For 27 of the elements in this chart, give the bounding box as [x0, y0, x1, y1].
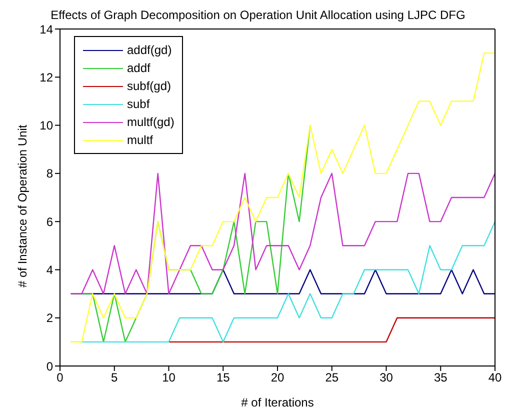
- y-tick-label: 6: [46, 214, 54, 229]
- x-tick-label: 15: [216, 370, 230, 385]
- y-axis-title: # of Instance of Operation Unit: [15, 124, 30, 288]
- y-tick-label: 14: [40, 22, 54, 36]
- x-tick-label: 25: [325, 370, 339, 385]
- y-tick-label: 8: [46, 166, 54, 181]
- x-tick-label: 30: [380, 370, 394, 385]
- line-series: [70, 172, 495, 294]
- legend-label: subf(gd): [127, 78, 172, 95]
- legend-label: multf(gd): [127, 114, 174, 131]
- x-axis-title: # of Iterations: [241, 396, 314, 410]
- y-tick-label: 12: [40, 70, 54, 84]
- legend-label: subf: [127, 96, 150, 113]
- x-tick-label: 20: [270, 370, 284, 385]
- y-tick-label: 4: [46, 262, 54, 277]
- y-tick-label: 0: [46, 359, 54, 374]
- legend-label: multf: [127, 132, 154, 149]
- legend-label: addf(gd): [127, 42, 172, 59]
- x-tick-label: 35: [434, 370, 448, 385]
- legend-label: addf: [127, 60, 150, 77]
- chart-title: Effects of Graph Decomposition on Operation Unit Allocation using LJPC DFG: [50, 8, 466, 22]
- x-tick-label: 5: [111, 370, 118, 385]
- x-tick-label: 0: [56, 370, 64, 385]
- x-tick-label: 40: [488, 370, 502, 385]
- x-tick-label: 10: [162, 370, 176, 385]
- y-tick-label: 10: [40, 118, 54, 133]
- y-tick-label: 2: [46, 311, 54, 326]
